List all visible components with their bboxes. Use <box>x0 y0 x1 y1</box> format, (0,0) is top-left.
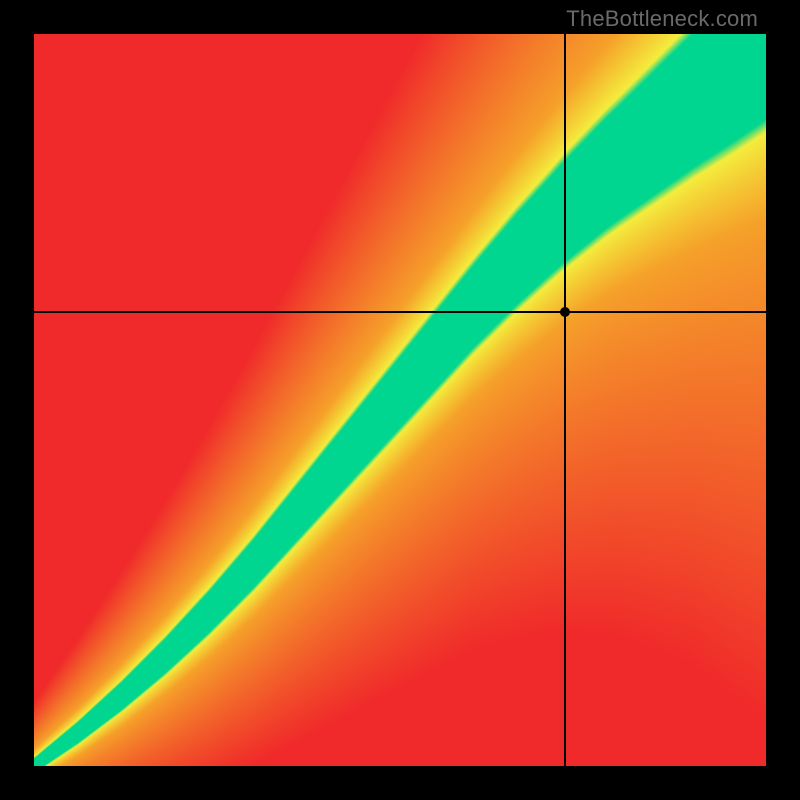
watermark-text: TheBottleneck.com <box>566 6 758 32</box>
crosshair-horizontal <box>34 311 766 313</box>
crosshair-vertical <box>564 34 566 766</box>
heatmap-plot-area <box>34 34 766 766</box>
heatmap-canvas <box>34 34 766 766</box>
crosshair-marker-dot <box>560 307 570 317</box>
